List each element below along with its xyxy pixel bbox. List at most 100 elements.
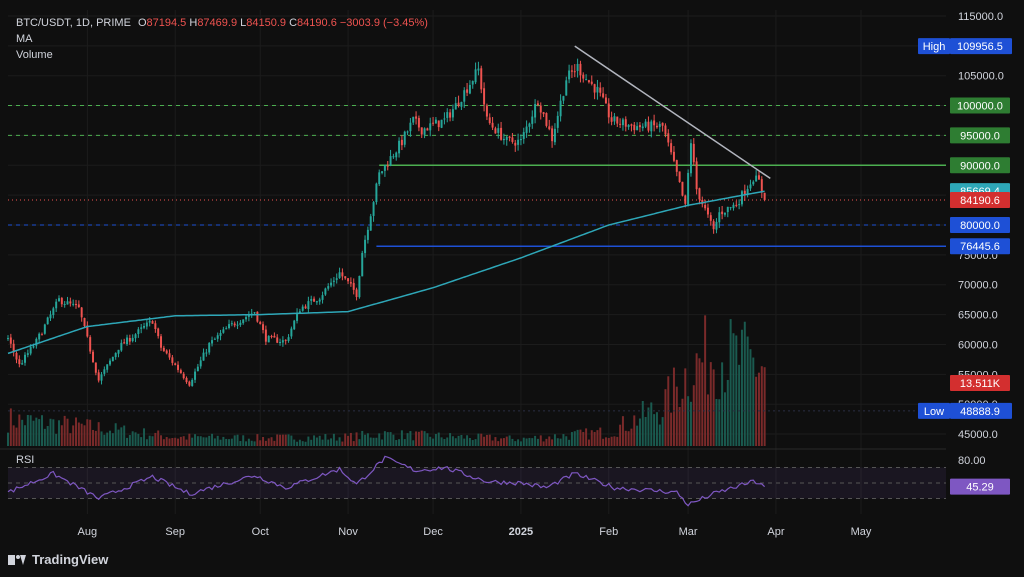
candle-body[interactable] [593,84,596,93]
candle-body[interactable] [15,352,18,360]
candle-body[interactable] [670,143,673,153]
candle-body[interactable] [423,128,426,135]
candle-body[interactable] [511,137,514,142]
candle-body[interactable] [590,81,593,84]
candle-body[interactable] [633,124,636,131]
candle-body[interactable] [140,327,143,329]
candle-body[interactable] [284,339,287,341]
candle-body[interactable] [236,324,239,326]
candle-body[interactable] [647,121,650,131]
candle-body[interactable] [636,126,639,131]
candle-body[interactable] [389,156,392,166]
candle-body[interactable] [330,282,333,286]
candle-body[interactable] [245,317,248,320]
candle-body[interactable] [545,113,548,126]
candle-body[interactable] [621,119,624,126]
candle-body[interactable] [131,337,134,342]
candle-body[interactable] [457,102,460,107]
candle-body[interactable] [171,357,174,363]
tradingview-brand[interactable]: TradingView [8,552,108,567]
trendline[interactable] [574,45,771,180]
candle-body[interactable] [72,303,75,305]
candle-body[interactable] [196,366,199,372]
candle-body[interactable] [287,337,290,341]
candle-body[interactable] [607,103,610,118]
candle-body[interactable] [446,112,449,118]
candle-body[interactable] [296,312,299,321]
candle-body[interactable] [58,298,61,302]
candle-body[interactable] [383,164,386,171]
candle-body[interactable] [570,70,573,72]
trendline-line[interactable] [574,45,771,180]
candle-body[interactable] [324,288,327,295]
candle-body[interactable] [63,304,66,306]
candle-body[interactable] [466,89,469,93]
candle-body[interactable] [502,138,505,141]
candle-body[interactable] [681,181,684,196]
candle-body[interactable] [672,151,675,161]
candle-body[interactable] [75,304,78,306]
candle-body[interactable] [443,118,446,120]
candle-body[interactable] [627,124,630,128]
candle-body[interactable] [114,353,117,358]
candle-body[interactable] [525,126,528,133]
candle-body[interactable] [553,128,556,143]
candle-body[interactable] [366,229,369,240]
candle-body[interactable] [120,342,123,351]
candle-body[interactable] [551,128,554,142]
candle-body[interactable] [338,272,341,278]
candle-body[interactable] [298,311,301,313]
candle-body[interactable] [165,350,168,354]
candle-body[interactable] [9,337,12,344]
candle-body[interactable] [145,322,148,327]
time-axis[interactable]: Aug Sep Oct Nov Dec 2025 Feb Mar Apr May [78,526,872,538]
candle-body[interactable] [752,181,755,185]
candle-body[interactable] [692,143,695,163]
candle-body[interactable] [375,183,378,203]
indicator-rsi[interactable]: RSI [16,454,35,466]
candle-body[interactable] [43,324,46,334]
candle-body[interactable] [174,363,177,365]
candle-body[interactable] [230,323,233,325]
candle-body[interactable] [55,301,58,309]
candle-body[interactable] [247,315,250,317]
candle-body[interactable] [160,336,163,348]
candle-body[interactable] [514,142,517,146]
candle-body[interactable] [460,101,463,107]
candle-body[interactable] [556,115,559,128]
candle-body[interactable] [528,123,531,127]
candle-body[interactable] [477,68,480,71]
candle-body[interactable] [109,360,112,365]
candle-body[interactable] [587,80,590,83]
candle-body[interactable] [281,340,284,343]
candle-body[interactable] [86,325,89,337]
candle-body[interactable] [123,342,126,344]
candle-body[interactable] [29,347,32,354]
candle-body[interactable] [24,354,26,363]
candle-body[interactable] [409,122,412,132]
candle-body[interactable] [35,338,38,346]
candle-body[interactable] [253,312,256,314]
candle-body[interactable] [157,328,160,337]
candle-body[interactable] [97,372,100,381]
candle-body[interactable] [276,337,279,343]
candle-body[interactable] [222,329,225,333]
candle-body[interactable] [743,190,746,195]
candle-body[interactable] [610,117,613,122]
candle-body[interactable] [740,191,743,205]
candle-body[interactable] [66,301,69,305]
candle-body[interactable] [134,334,137,339]
candle-body[interactable] [199,360,202,367]
candle-body[interactable] [757,175,760,180]
candle-body[interactable] [517,139,520,145]
candle-body[interactable] [398,140,401,154]
candle-body[interactable] [293,320,296,330]
candle-body[interactable] [313,298,316,302]
candle-body[interactable] [327,286,330,289]
candle-body[interactable] [488,117,491,124]
candle-body[interactable] [667,133,670,143]
candle-body[interactable] [381,171,384,173]
candle-body[interactable] [565,80,568,96]
candle-body[interactable] [301,306,304,311]
